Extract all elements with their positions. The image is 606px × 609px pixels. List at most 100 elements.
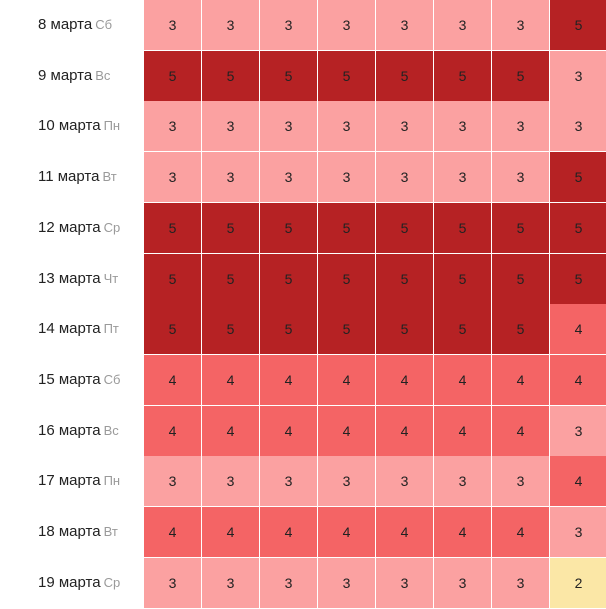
weekday-text: Пт [103, 321, 119, 336]
date-text: 12 марта [38, 219, 101, 236]
weekday-text: Вт [103, 524, 118, 539]
value-cell: 3 [260, 0, 317, 50]
value-cell: 4 [260, 406, 317, 456]
date-label: 8 марта Сб [0, 0, 144, 50]
date-text: 8 марта [38, 16, 93, 33]
date-label: 14 марта Пт [0, 304, 144, 354]
value-cell: 4 [318, 355, 375, 405]
value-cell: 3 [492, 0, 549, 50]
table-row: 10 марта Пн 3 3 3 3 3 3 3 3 [0, 101, 606, 152]
value-cell: 5 [260, 254, 317, 304]
value-cell: 3 [144, 101, 201, 151]
value-cell: 5 [318, 51, 375, 101]
value-cell: 5 [434, 254, 491, 304]
value-cell: 5 [318, 304, 375, 354]
value-cell: 3 [144, 152, 201, 202]
value-cell: 4 [434, 355, 491, 405]
value-cell: 5 [550, 203, 606, 253]
date-label: 9 марта Вс [0, 51, 144, 101]
value-cell: 4 [260, 507, 317, 557]
date-label: 15 марта Сб [0, 355, 144, 405]
value-cell: 3 [550, 507, 606, 557]
date-label: 10 марта Пн [0, 101, 144, 151]
value-cell: 3 [318, 101, 375, 151]
value-cell: 4 [550, 304, 606, 354]
table-row: 16 марта Вс 4 4 4 4 4 4 4 3 [0, 406, 606, 457]
table-row: 12 марта Ср 5 5 5 5 5 5 5 5 [0, 203, 606, 254]
value-cell: 3 [202, 0, 259, 50]
value-cell: 5 [376, 51, 433, 101]
value-cell: 3 [492, 152, 549, 202]
value-cell: 5 [260, 203, 317, 253]
value-cell: 3 [318, 152, 375, 202]
table-row: 19 марта Ср 3 3 3 3 3 3 3 2 [0, 558, 606, 609]
value-cell: 3 [202, 101, 259, 151]
value-cell: 5 [318, 254, 375, 304]
value-cell: 3 [376, 558, 433, 608]
value-cell: 3 [492, 456, 549, 506]
value-cell: 4 [434, 507, 491, 557]
value-cell: 5 [144, 51, 201, 101]
date-text: 13 марта [38, 270, 101, 287]
weekday-text: Пн [103, 118, 121, 133]
value-cell: 3 [144, 456, 201, 506]
value-cell: 5 [260, 51, 317, 101]
value-cell: 3 [376, 152, 433, 202]
value-cell: 3 [434, 0, 491, 50]
table-row: 15 марта Сб 4 4 4 4 4 4 4 4 [0, 355, 606, 406]
value-cell: 4 [550, 355, 606, 405]
date-label: 17 марта Пн [0, 456, 144, 506]
value-cell: 3 [260, 456, 317, 506]
value-cell: 5 [550, 254, 606, 304]
date-text: 14 марта [38, 320, 101, 337]
table-row: 14 марта Пт 5 5 5 5 5 5 5 4 [0, 304, 606, 355]
value-cell: 5 [492, 254, 549, 304]
date-text: 9 марта [38, 67, 93, 84]
value-cell: 5 [492, 304, 549, 354]
value-cell: 3 [202, 558, 259, 608]
value-cell: 3 [550, 101, 606, 151]
value-cell: 3 [260, 152, 317, 202]
value-cell: 3 [318, 558, 375, 608]
value-cell: 4 [144, 507, 201, 557]
weekday-text: Вт [102, 169, 117, 184]
value-cell: 5 [550, 0, 606, 50]
date-text: 19 марта [38, 574, 101, 591]
date-label: 13 марта Чт [0, 254, 144, 304]
date-label: 16 марта Вс [0, 406, 144, 456]
value-cell: 5 [260, 304, 317, 354]
value-cell: 3 [144, 558, 201, 608]
value-cell: 3 [492, 101, 549, 151]
value-cell: 4 [144, 406, 201, 456]
value-cell: 2 [550, 558, 606, 608]
date-text: 11 марта [38, 168, 100, 185]
date-text: 15 марта [38, 371, 101, 388]
table-row: 18 марта Вт 4 4 4 4 4 4 4 3 [0, 507, 606, 558]
value-cell: 5 [492, 51, 549, 101]
value-cell: 4 [434, 406, 491, 456]
value-cell: 4 [318, 507, 375, 557]
value-cell: 3 [492, 558, 549, 608]
value-cell: 4 [202, 507, 259, 557]
value-cell: 5 [144, 254, 201, 304]
value-cell: 3 [202, 456, 259, 506]
value-cell: 3 [376, 101, 433, 151]
value-cell: 5 [434, 51, 491, 101]
value-cell: 3 [260, 558, 317, 608]
weekday-text: Вс [95, 68, 111, 83]
value-cell: 3 [260, 101, 317, 151]
value-cell: 3 [318, 456, 375, 506]
weekday-text: Вс [103, 423, 119, 438]
value-cell: 5 [550, 152, 606, 202]
date-label: 19 марта Ср [0, 558, 144, 608]
value-cell: 4 [376, 507, 433, 557]
value-cell: 5 [202, 304, 259, 354]
value-cell: 4 [376, 355, 433, 405]
value-cell: 5 [376, 304, 433, 354]
value-cell: 3 [376, 456, 433, 506]
value-cell: 3 [318, 0, 375, 50]
value-cell: 3 [202, 152, 259, 202]
date-label: 18 марта Вт [0, 507, 144, 557]
value-cell: 3 [434, 101, 491, 151]
